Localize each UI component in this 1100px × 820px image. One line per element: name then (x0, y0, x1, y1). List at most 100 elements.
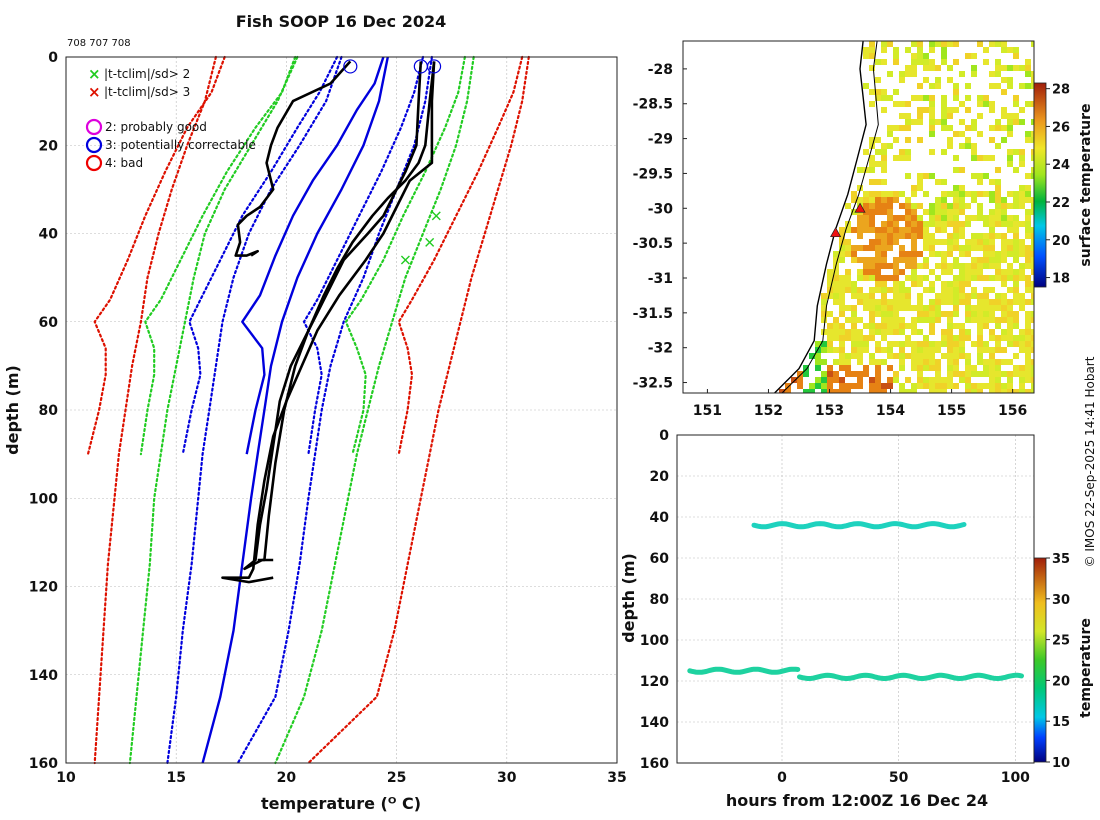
sst-cell (1031, 371, 1034, 377)
sst-cell (845, 245, 851, 251)
sst-cell (989, 353, 995, 359)
sst-cell (875, 161, 881, 167)
sst-cell (959, 185, 965, 191)
sst-cell (899, 245, 905, 251)
profile-ytick-label: 40 (39, 227, 59, 243)
sst-cell (779, 389, 785, 393)
sst-cell (977, 359, 983, 365)
sst-cell (1001, 41, 1007, 47)
sst-cell (899, 191, 905, 197)
dt-xtick-label: 100 (1001, 770, 1030, 786)
temp-cbar-tick-label: 20 (1052, 674, 1070, 689)
sst-cell (1001, 125, 1007, 131)
sst-cell (875, 365, 881, 371)
sst-cell (1007, 245, 1013, 251)
sst-cell (929, 65, 935, 71)
sst-cell (839, 251, 845, 257)
track-markers (830, 202, 866, 238)
sst-cell (869, 311, 875, 317)
sst-cell (869, 221, 875, 227)
sst-cell (875, 245, 881, 251)
sst-cell (953, 323, 959, 329)
sst-cell (947, 77, 953, 83)
legend-flag3-circle (85, 136, 103, 154)
sst-cell (917, 59, 923, 65)
sst-cell (965, 275, 971, 281)
sst-cell (911, 317, 917, 323)
sst-cell (1007, 203, 1013, 209)
temp-cbar-tick-label: 30 (1052, 593, 1070, 608)
sst-cell (953, 155, 959, 161)
sst-cell (893, 305, 899, 311)
sst-cell (875, 149, 881, 155)
sst-cell (911, 53, 917, 59)
sst-cell (857, 335, 863, 341)
sst-cell (947, 365, 953, 371)
sst-cell (983, 215, 989, 221)
sst-cell (971, 53, 977, 59)
sst-cell (869, 389, 875, 393)
sst-cell (1001, 197, 1007, 203)
sst-cell (971, 365, 977, 371)
sst-cell (827, 377, 833, 383)
sst-cell (941, 329, 947, 335)
sst-cell (971, 275, 977, 281)
sst-cell (935, 275, 941, 281)
sst-cell (875, 299, 881, 305)
sst-cell (1013, 299, 1019, 305)
sst-cell (929, 359, 935, 365)
sst-cell (1031, 203, 1034, 209)
sst-cell (989, 221, 995, 227)
sst-cell (935, 203, 941, 209)
sst-cell (869, 215, 875, 221)
sst-cell (1013, 119, 1019, 125)
sst-cell (875, 179, 881, 185)
sst-cell (1019, 347, 1025, 353)
profile-plot-frame (65, 56, 618, 764)
sst-cell (971, 215, 977, 221)
sst-cell (965, 311, 971, 317)
sst-cell (935, 311, 941, 317)
chart-title: Fish SOOP 16 Dec 2024 (236, 12, 446, 31)
flag-circle-marker (426, 59, 442, 74)
sst-cell (863, 245, 869, 251)
sst-cell (977, 41, 983, 47)
sst-cell (833, 257, 839, 263)
sst-cell (995, 41, 1001, 47)
sst-cell (911, 329, 917, 335)
sst-cell (977, 155, 983, 161)
sst-cell (1019, 185, 1025, 191)
sst-cell (959, 101, 965, 107)
sst-cell (875, 305, 881, 311)
sst-cell (935, 41, 941, 47)
sst-cell (797, 377, 803, 383)
sst-cbar-tick-label: 26 (1052, 120, 1070, 135)
sst-cell (1007, 275, 1013, 281)
sst-cell (935, 251, 941, 257)
sst-cell (1001, 233, 1007, 239)
sst-cell (929, 239, 935, 245)
sst-cell (851, 329, 857, 335)
sst-cell (929, 347, 935, 353)
sst-cell (947, 137, 953, 143)
sst-cell (893, 257, 899, 263)
sst-cell (989, 377, 995, 383)
sst-cell (893, 53, 899, 59)
sst-cell (917, 233, 923, 239)
sst-cell (887, 287, 893, 293)
sst-cell (833, 347, 839, 353)
outlier-marker (425, 237, 435, 247)
sst-cell (977, 353, 983, 359)
sst-cell (923, 77, 929, 83)
sst-cell (839, 227, 845, 233)
sst-cell (959, 347, 965, 353)
sst-cell (827, 329, 833, 335)
sst-cell (893, 89, 899, 95)
sst-cell (995, 257, 1001, 263)
sst-cell (899, 155, 905, 161)
climatology-line-1 (201, 56, 389, 764)
map-ytick-label: -28.5 (633, 97, 673, 113)
sst-cell (995, 251, 1001, 257)
sst-cell (995, 275, 1001, 281)
sst-cell (977, 335, 983, 341)
